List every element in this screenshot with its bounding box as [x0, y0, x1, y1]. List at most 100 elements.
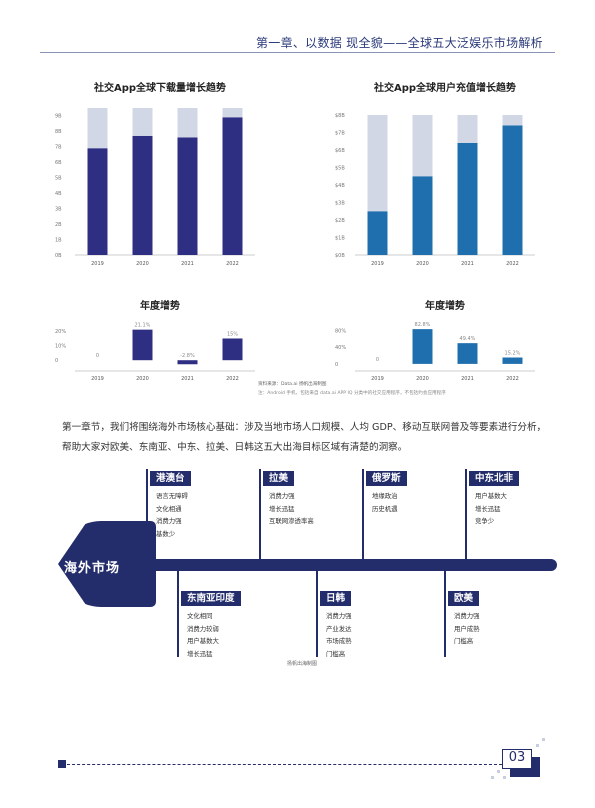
revenue-growth-bar-chart: 0 40% 80% 0 2019 82.8% 2020 49.4% 2021 15.2% 2022: [335, 322, 535, 382]
chart-source: 资料来源：Data.ai 扬帆出海制图: [258, 382, 327, 387]
x-tick-label: 2019: [91, 376, 104, 382]
y-tick-label: $1B: [335, 236, 345, 242]
data-label: 21.1%: [135, 323, 151, 329]
growth-bar: [412, 329, 433, 364]
region-tag: 拉美: [263, 471, 295, 486]
y-tick-label: 0B: [55, 253, 62, 259]
region-item: 门槛高: [326, 649, 346, 658]
region-connector: [177, 571, 179, 657]
y-tick-label: 3B: [55, 207, 62, 213]
revenue-growth-title: 年度增势: [425, 301, 465, 312]
decorative-dot: [536, 744, 539, 747]
y-tick-label: $6B: [335, 148, 345, 154]
x-tick-label: 2019: [91, 261, 104, 267]
region-connector: [465, 469, 467, 559]
region-item: 消费力较弱: [187, 624, 219, 633]
x-tick-label: 2021: [181, 376, 194, 382]
region-tag: 日韩: [320, 591, 352, 606]
y-tick-label: $0B: [335, 253, 345, 259]
data-label: 0: [96, 353, 99, 359]
data-label: 82.8%: [415, 322, 431, 328]
region-item: 地缘政治: [372, 492, 398, 500]
bar-remainder: [502, 115, 523, 126]
x-tick-label: 2019: [371, 261, 384, 267]
region-item: 消费力强: [326, 612, 352, 620]
growth-bar: [457, 343, 478, 364]
decorative-dot: [491, 776, 494, 779]
x-tick-label: 2022: [226, 376, 239, 382]
region-connector: [316, 571, 318, 657]
y-tick-label: 40%: [335, 345, 346, 351]
region-item: 用户基数大: [475, 492, 507, 500]
y-tick-label: $2B: [335, 218, 345, 224]
downloads-growth-bar-chart: 0 10% 20% 0 2019 21.1% 2020 -2.8% 2021 15% 2022: [55, 323, 255, 382]
region-item: 产业发达: [326, 624, 352, 633]
y-tick-label: 0: [335, 362, 338, 368]
x-tick-label: 2020: [416, 261, 429, 267]
x-tick-label: 2019: [371, 376, 384, 382]
region-item: 增长迅猛: [269, 504, 295, 513]
downloads-growth-title: 年度增势: [140, 301, 180, 312]
bar-remainder: [177, 108, 198, 138]
growth-bar: [502, 357, 523, 364]
region-item: 用户成熟: [454, 624, 480, 633]
region-item: 增长迅猛: [187, 649, 213, 658]
x-tick-label: 2022: [506, 376, 519, 382]
bar-value: [457, 143, 478, 255]
data-label: 49.4%: [460, 336, 476, 342]
region-item: 文化相同: [187, 612, 213, 620]
region-item: 语言无障碍: [156, 492, 188, 500]
region-item: 用户基数大: [187, 637, 219, 645]
y-tick-label: $7B: [335, 131, 345, 137]
bar-remainder: [457, 115, 478, 143]
y-tick-label: 8B: [55, 129, 62, 135]
data-label: 0: [376, 357, 379, 363]
y-tick-label: $3B: [335, 201, 345, 207]
page-number-box: [502, 749, 532, 769]
bar-value: [502, 125, 523, 255]
growth-bar: [132, 329, 153, 361]
y-tick-label: 9B: [55, 114, 62, 120]
bar-value: [132, 135, 153, 255]
x-tick-label: 2020: [136, 376, 149, 382]
x-tick-label: 2021: [461, 261, 474, 267]
bar-remainder: [222, 108, 243, 118]
bar-value: [222, 117, 243, 255]
y-tick-label: 10%: [55, 344, 66, 350]
region-item: 消费力强: [269, 492, 295, 500]
region-tag: 欧美: [448, 591, 480, 606]
market-timeline-bar: [130, 559, 557, 571]
intro-paragraph: 第一章节，我们将围绕海外市场核心基础：涉及当地市场人口规模、人均 GDP、移动互…: [62, 422, 547, 453]
region-item: 基数少: [156, 529, 176, 538]
x-tick-label: 2020: [416, 376, 429, 382]
x-tick-label: 2022: [506, 261, 519, 267]
x-tick-label: 2021: [181, 261, 194, 267]
y-tick-label: 4B: [55, 191, 62, 197]
page-number: 03: [508, 750, 526, 765]
revenue-chart-title: 社交App全球用户充值增长趋势: [373, 83, 517, 94]
y-tick-label: 2B: [55, 222, 62, 228]
y-tick-label: 0: [55, 358, 58, 364]
region-item: 增长迅猛: [475, 504, 501, 513]
x-tick-label: 2021: [461, 376, 474, 382]
decorative-dot: [503, 776, 506, 779]
decorative-dot: [497, 770, 500, 773]
bar-remainder: [367, 115, 388, 212]
x-tick-label: 2022: [226, 261, 239, 267]
chart-note: 注：Android 手机，包括来自 data.ai APP IQ 分类中的社交应…: [258, 391, 446, 396]
region-tag: 港澳台: [150, 471, 191, 486]
y-tick-label: $5B: [335, 166, 345, 172]
diagram-credit: 扬帆出海制图: [287, 661, 318, 667]
data-label: 15.2%: [505, 351, 521, 357]
y-tick-label: 1B: [55, 238, 62, 244]
downloads-stacked-bar-chart: 0B 1B 2B 3B 4B 5B 6B 7B 8B 9B 2019 2020 2021 2022: [55, 108, 255, 267]
x-tick-label: 2020: [136, 261, 149, 267]
footer-dashed-line: [62, 764, 502, 765]
y-tick-label: $8B: [335, 113, 345, 119]
bar-remainder: [132, 108, 153, 136]
region-connector: [362, 469, 364, 559]
region-item: 市场成熟: [326, 637, 352, 645]
page-header-title: 第一章、以数据 现全貌——全球五大泛娱乐市场解析: [255, 36, 543, 50]
data-label: 15%: [227, 331, 238, 337]
region-tag: 东南亚印度: [181, 591, 241, 606]
